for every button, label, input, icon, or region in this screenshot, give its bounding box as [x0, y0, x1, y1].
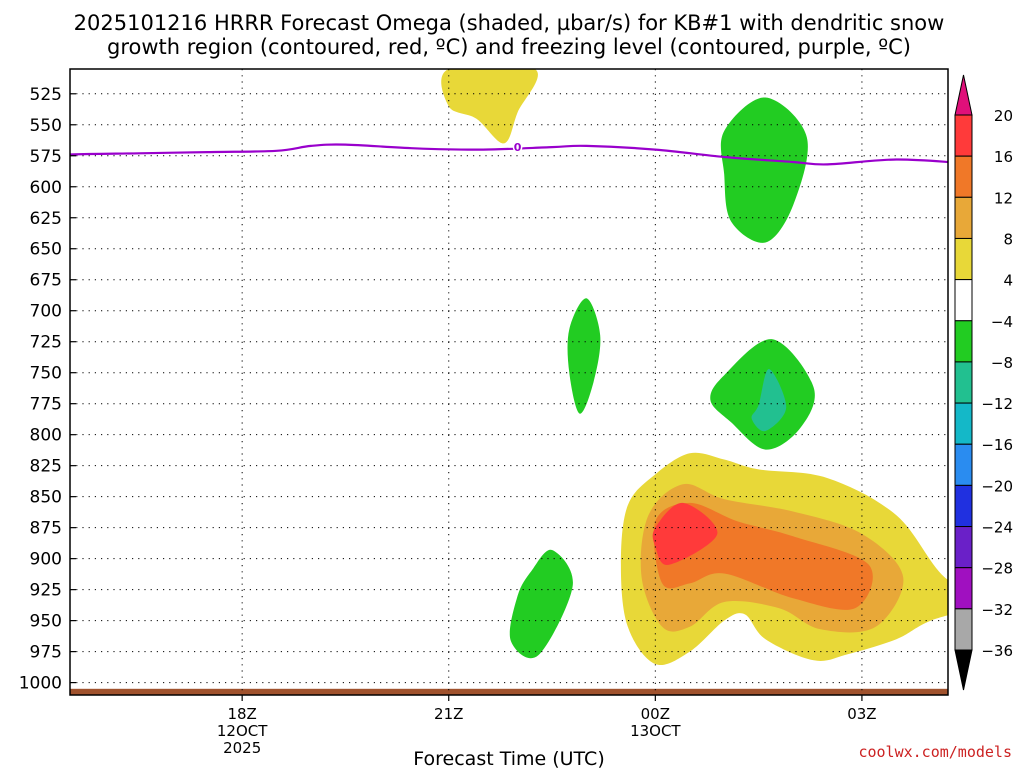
y-tick-label-775: 775	[30, 395, 62, 415]
y-tick-label-700: 700	[30, 302, 62, 322]
y-tick-label-675: 675	[30, 271, 62, 291]
colorbar-swatch-12	[954, 608, 973, 651]
omega-region-14	[652, 502, 718, 566]
y-tick-label-950: 950	[30, 612, 62, 632]
colorbar-swatch-8	[954, 443, 973, 486]
surface-terrain	[70, 688, 948, 695]
colorbar-top-arrow	[954, 74, 973, 116]
colorbar-swatch-9	[954, 484, 973, 528]
freezing-level-label-0: 0	[514, 141, 522, 154]
colorbar-label-7: −12	[981, 395, 1013, 413]
freezing-level-labels: 00	[512, 140, 523, 156]
surface-bar	[70, 688, 948, 695]
x-axis: 18Z12OCT202521Z00Z13OCT03Z06Z09Z	[217, 695, 877, 757]
plot-gridlines	[70, 69, 948, 695]
colorbar-bottom-arrow	[954, 649, 973, 691]
colorbar-label-1: 16	[994, 148, 1013, 166]
y-tick-label-750: 750	[30, 364, 62, 384]
y-tick-label-625: 625	[30, 209, 62, 229]
colorbar-label-4: 4	[1003, 272, 1013, 290]
y-tick-label-875: 875	[30, 519, 62, 539]
x-tick-label-0-2: 2025	[223, 739, 261, 757]
x-tick-label-6-0: 00Z	[641, 705, 670, 723]
colorbar-swatch-6	[954, 361, 973, 404]
x-tick-label-3-0: 21Z	[434, 705, 463, 723]
x-axis-title: Forecast Time (UTC)	[413, 748, 604, 768]
colorbar-swatch-0	[954, 114, 973, 157]
colorbar-swatch-4	[954, 279, 973, 322]
y-tick-label-1000: 1000	[19, 674, 62, 694]
colorbar-swatch-1	[954, 155, 973, 198]
credit-text: coolwx.com/models	[858, 743, 1012, 761]
colorbar-swatch-11	[954, 567, 973, 610]
colorbar-label-5: −4	[991, 313, 1013, 331]
y-tick-label-525: 525	[30, 85, 62, 105]
freezing-level	[70, 143, 948, 166]
colorbar-label-11: −28	[981, 560, 1013, 578]
colorbar-label-3: 8	[1003, 230, 1013, 248]
omega-region-4	[751, 368, 787, 432]
y-tick-label-850: 850	[30, 488, 62, 508]
x-tick-label-6-1: 13OCT	[630, 722, 681, 740]
omega-region-5	[509, 549, 573, 659]
colorbar-label-2: 12	[994, 189, 1013, 207]
colorbar-label-12: −32	[981, 601, 1013, 619]
x-tick-label-9-0: 03Z	[847, 705, 876, 723]
x-tick-label-0-1: 12OCT	[217, 722, 268, 740]
omega-region-0	[441, 69, 538, 144]
y-tick-label-550: 550	[30, 116, 62, 136]
colorbar-label-0: 20	[994, 107, 1013, 125]
y-tick-label-725: 725	[30, 333, 62, 353]
y-tick-label-975: 975	[30, 643, 62, 663]
colorbar-label-8: −16	[981, 436, 1013, 454]
omega-region-1	[720, 97, 808, 243]
colorbar-swatch-5	[954, 320, 973, 363]
y-tick-label-600: 600	[30, 178, 62, 198]
colorbar-swatch-10	[954, 526, 973, 569]
y-tick-label-925: 925	[30, 581, 62, 601]
y-axis: 525 550 575 600 625 650 675 700 725 750 775 800 825 8…	[19, 85, 76, 694]
colorbar-label-9: −20	[981, 477, 1013, 495]
y-tick-label-900: 900	[30, 550, 62, 570]
title-line-2: growth region (contoured, red, ºC) and f…	[107, 35, 911, 59]
colorbar-label-13: −36	[981, 642, 1013, 660]
plot-frame	[69, 68, 949, 696]
y-tick-label-800: 800	[30, 426, 62, 446]
y-tick-label-650: 650	[30, 240, 62, 260]
y-tick-label-575: 575	[30, 147, 62, 167]
colorbar-swatch-7	[954, 402, 973, 445]
freezing-level-line	[70, 143, 948, 166]
y-tick-label-825: 825	[30, 457, 62, 477]
colorbar-label-6: −8	[991, 354, 1013, 372]
x-tick-label-0-0: 18Z	[227, 705, 256, 723]
colorbar-label-10: −24	[981, 519, 1013, 537]
colorbar: 20 16 12 8 4 −4 −8 −12 −16 −20 −24 −28 −32 −36	[954, 74, 1013, 691]
omega-region-2	[567, 298, 601, 414]
colorbar-swatch-2	[954, 196, 973, 239]
omega-shading	[441, 69, 948, 665]
chart-title: 2025101216 HRRR Forecast Omega (shaded, …	[74, 11, 945, 59]
title-line-1: 2025101216 HRRR Forecast Omega (shaded, …	[74, 11, 945, 35]
colorbar-swatch-3	[954, 237, 973, 281]
